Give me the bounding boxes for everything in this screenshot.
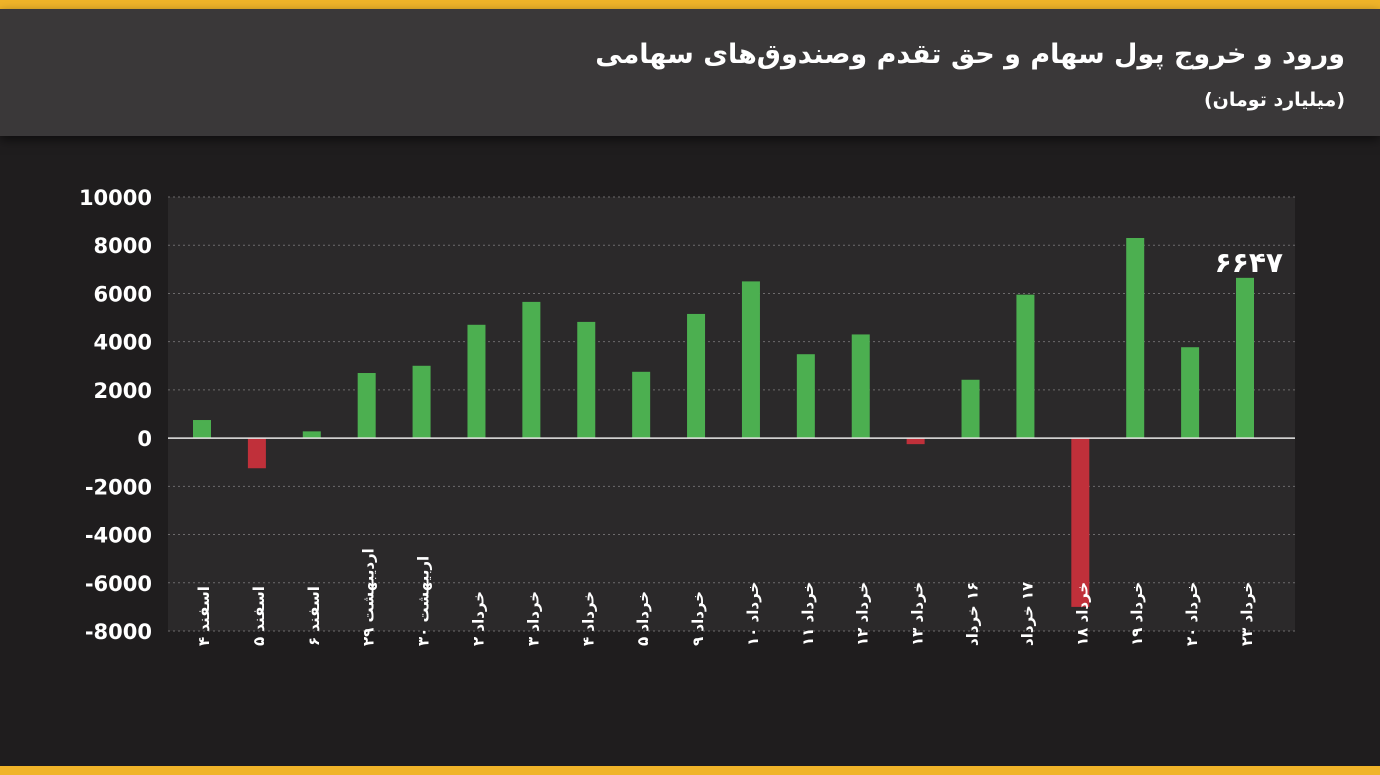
y-tick-label: 0 [137, 427, 152, 451]
x-tick-label: خرداد ۳ [524, 591, 542, 646]
bottom-accent-bar [0, 766, 1380, 775]
bar [741, 281, 760, 439]
y-axis-tick-labels: 10000 8000 6000 4000 2000 0 -2000 -4000 -6000 -80… [79, 186, 152, 644]
y-tick-label: 4000 [94, 331, 152, 355]
x-tick-label: خرداد ۱۸ [1073, 582, 1091, 646]
bar [412, 365, 431, 439]
bar [357, 373, 376, 439]
x-tick-label: خرداد ۱۳ [909, 582, 927, 646]
chart-unit-subtitle: (میلیارد تومان) [1204, 89, 1345, 111]
x-tick-label: اسفند ۴ [195, 586, 213, 646]
bar [1236, 277, 1254, 439]
bar [467, 324, 486, 439]
y-tick-label: 10000 [79, 186, 152, 210]
bar-chart: 10000 8000 6000 4000 2000 0 -2000 -4000 -6000 -80… [79, 186, 1295, 646]
bar [1016, 294, 1035, 439]
y-tick-label: -6000 [85, 572, 152, 596]
x-tick-label: خرداد ۴ [579, 591, 597, 646]
y-tick-label: -2000 [85, 475, 152, 499]
chart-title: ورود و خروج پول سهام و حق تقدم وصندوق‌ها… [595, 39, 1345, 70]
bars [193, 237, 1254, 607]
top-accent-bar [0, 0, 1380, 9]
y-tick-label: 6000 [94, 282, 152, 306]
x-tick-label: خرداد ۲۰ [1183, 582, 1201, 646]
x-tick-label: اربیهشت ۳۰ [415, 556, 433, 646]
bar [906, 438, 925, 445]
x-tick-label: ۱۶ خرداد [964, 582, 982, 646]
bar [522, 301, 541, 439]
chart-area: 10000 8000 6000 4000 2000 0 -2000 -4000 -6000 -80… [0, 136, 1380, 766]
y-tick-label: 8000 [94, 234, 152, 258]
plot-background [168, 197, 1295, 631]
x-tick-label: اسفند ۵ [250, 586, 268, 646]
bar [687, 313, 706, 439]
x-tick-label: خرداد ۵ [634, 591, 652, 646]
bar [247, 438, 266, 469]
bar [796, 354, 815, 439]
x-tick-label: خرداد ۲ [469, 591, 487, 646]
bar [577, 321, 596, 439]
x-tick-label: خرداد ۲۳ [1238, 582, 1256, 646]
x-tick-label: خرداد ۱۰ [744, 582, 762, 646]
x-tick-label: اردیبهشت ۲۹ [360, 548, 378, 646]
y-tick-label: 2000 [94, 379, 152, 403]
x-tick-label: خرداد ۱۹ [1128, 582, 1146, 646]
bar [851, 334, 870, 439]
bar [961, 379, 980, 439]
bar [1071, 438, 1090, 607]
x-tick-label: خرداد ۱۱ [799, 582, 817, 646]
x-tick-label: خرداد ۱۲ [854, 582, 872, 646]
y-tick-label: -8000 [85, 620, 152, 644]
bar [1181, 347, 1200, 439]
bar [632, 371, 651, 439]
x-tick-label: ۱۷ خرداد [1018, 582, 1036, 646]
x-tick-label: خرداد ۹ [689, 591, 707, 646]
value-annotation: ۶۶۴۷ [1215, 246, 1283, 279]
bar [1126, 237, 1145, 439]
header-panel: ورود و خروج پول سهام و حق تقدم وصندوق‌ها… [0, 9, 1380, 136]
annotations: ۶۶۴۷ [1215, 246, 1283, 279]
y-tick-label: -4000 [85, 524, 152, 548]
x-tick-label: اسفند ۶ [305, 586, 323, 646]
x-axis-tick-labels: اسفند ۴ اسفند ۵ اسفند ۶ اردیبهشت ۲۹ اربیهشت … [195, 548, 1256, 646]
bar [302, 431, 321, 439]
bar [193, 420, 211, 439]
